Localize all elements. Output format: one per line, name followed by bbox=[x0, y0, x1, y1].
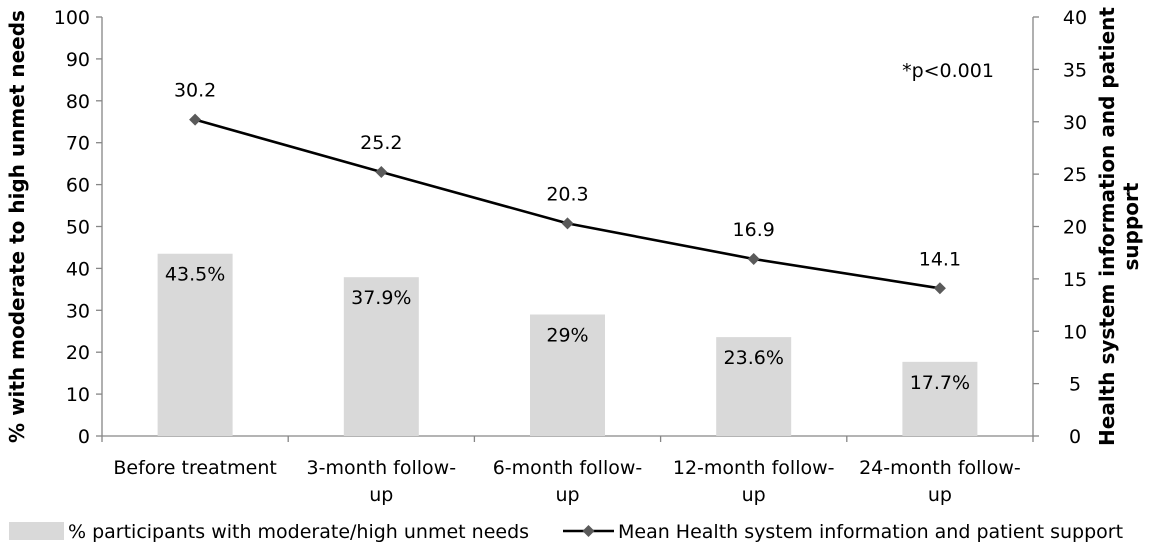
y-tick-label: 10 bbox=[66, 384, 90, 406]
y2-tick-label: 10 bbox=[1063, 321, 1087, 343]
y2-tick-label: 0 bbox=[1069, 426, 1081, 448]
legend-line-marker bbox=[582, 525, 595, 537]
bar-value-label: 37.9% bbox=[351, 287, 411, 309]
x-tick-label: 6-month follow-up bbox=[493, 457, 643, 506]
bar-value-label: 17.7% bbox=[910, 372, 970, 394]
y2-tick-label: 30 bbox=[1063, 112, 1087, 134]
legend: % participants with moderate/high unmet … bbox=[9, 521, 1123, 543]
legend-bar-swatch bbox=[9, 522, 64, 540]
y-tick-label: 60 bbox=[66, 175, 90, 197]
line-point bbox=[747, 252, 760, 265]
legend-bar-label: % participants with moderate/high unmet … bbox=[68, 521, 529, 543]
x-tick-label: 3-month follow-up bbox=[307, 457, 457, 506]
y2-tick-label: 5 bbox=[1069, 374, 1081, 396]
bar bbox=[343, 277, 419, 436]
x-tick-label: Before treatment bbox=[113, 457, 276, 479]
bar bbox=[902, 361, 978, 436]
legend-line-label: Mean Health system information and patie… bbox=[618, 521, 1123, 543]
bar bbox=[530, 314, 605, 436]
y2-tick-label: 25 bbox=[1063, 164, 1087, 186]
bar bbox=[716, 337, 792, 436]
line-point bbox=[561, 217, 574, 230]
data-labels: 43.5% 37.9% 29% 23.6% 17.7% 30.2 25.2 20.3 16.9 1… bbox=[165, 80, 970, 394]
y-axis-title: % with moderate to high unmet needs bbox=[5, 10, 29, 443]
y2-axis-title: Health system information and patientsup… bbox=[1095, 7, 1143, 446]
y-tick-label: 70 bbox=[66, 133, 90, 155]
y-tick-label: 20 bbox=[66, 342, 90, 364]
y-tick-label: 30 bbox=[66, 300, 90, 322]
y-tick-label: 40 bbox=[66, 258, 90, 280]
bar-value-label: 29% bbox=[546, 324, 588, 346]
axes: 0 10 20 30 40 50 60 70 80 90 100 0 5 10 15 20 25 30 35 40 Be… bbox=[5, 7, 1143, 506]
line-value-label: 25.2 bbox=[360, 132, 402, 154]
bar-value-label: 23.6% bbox=[724, 347, 784, 369]
line-value-label: 14.1 bbox=[919, 248, 961, 270]
line-value-label: 30.2 bbox=[174, 80, 216, 102]
bar-value-label: 43.5% bbox=[165, 264, 225, 286]
y-tick-label: 90 bbox=[66, 49, 90, 71]
line-point bbox=[189, 113, 202, 126]
significance-annotation: *p<0.001 bbox=[902, 60, 994, 82]
line-point bbox=[933, 282, 946, 295]
y2-tick-label: 40 bbox=[1063, 7, 1087, 29]
y-tick-label: 100 bbox=[54, 7, 90, 29]
y-tick-label: 50 bbox=[66, 217, 90, 239]
line-value-label: 20.3 bbox=[546, 183, 588, 205]
bars bbox=[157, 253, 978, 436]
y2-tick-label: 35 bbox=[1063, 59, 1087, 81]
y-tick-label: 0 bbox=[78, 426, 90, 448]
line-series bbox=[189, 113, 946, 295]
y2-tick-label: 20 bbox=[1063, 217, 1087, 239]
x-tick-label: 24-month follow-up bbox=[859, 457, 1021, 506]
y-tick-label: 80 bbox=[66, 91, 90, 113]
x-tick-label: 12-month follow-up bbox=[673, 457, 835, 506]
bar bbox=[157, 253, 233, 436]
y2-tick-label: 15 bbox=[1063, 269, 1087, 291]
line-value-label: 16.9 bbox=[733, 219, 775, 241]
line-point bbox=[375, 166, 388, 179]
